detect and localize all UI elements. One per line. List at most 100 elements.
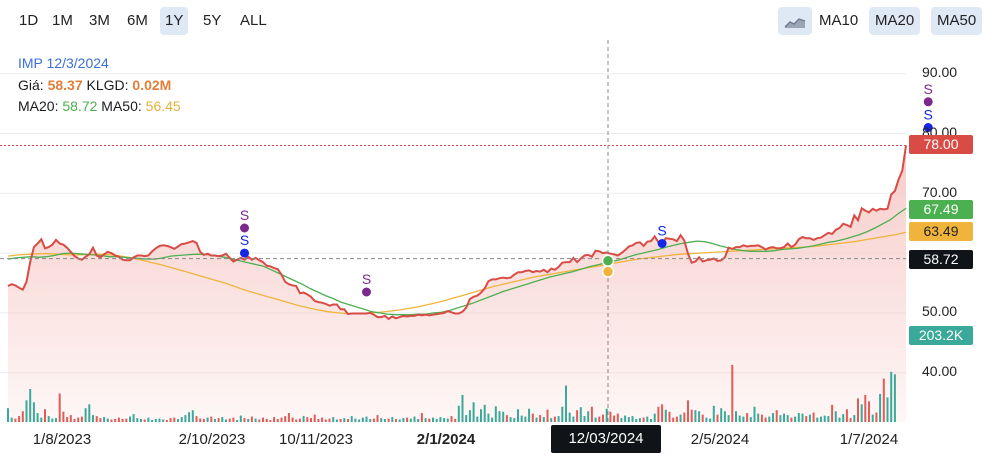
volume-bar xyxy=(188,412,191,422)
volume-bar xyxy=(509,417,512,422)
range-3m-button[interactable]: 3M xyxy=(89,12,110,29)
range-1m-button[interactable]: 1M xyxy=(52,12,73,29)
volume-bar xyxy=(687,400,689,422)
volume-bar xyxy=(254,418,257,422)
volume-bar xyxy=(583,416,586,422)
volume-bar xyxy=(794,416,797,422)
volume-label: KLGD: xyxy=(86,76,129,93)
volume-bar xyxy=(77,417,80,422)
range-1d-button[interactable]: 1D xyxy=(19,12,39,29)
volume-bar xyxy=(136,418,139,422)
volume-bar xyxy=(598,416,601,422)
volume-bar xyxy=(169,418,172,422)
volume-bar xyxy=(258,419,261,422)
volume-bar xyxy=(273,417,276,422)
volume-bar xyxy=(831,404,834,422)
range-6m-button[interactable]: 6M xyxy=(127,12,148,29)
x-date-label: 1/8/2023 xyxy=(32,431,92,448)
volume-bar xyxy=(439,417,442,422)
volume-bar xyxy=(335,419,338,422)
ma20-tag: 67.49 xyxy=(909,200,973,219)
signal-label: S xyxy=(924,107,933,123)
signal-label: S xyxy=(362,271,371,287)
volume-bar xyxy=(823,415,826,422)
x-date-label: 2/5/2024 xyxy=(690,431,750,448)
volume-bar xyxy=(672,417,675,422)
volume-bar xyxy=(280,417,283,422)
volume-bar xyxy=(147,417,150,422)
volume-bar xyxy=(805,416,808,422)
volume-bar xyxy=(151,420,154,422)
signal-label: S xyxy=(240,207,249,223)
volume-bar xyxy=(402,418,405,422)
volume-bar xyxy=(779,415,782,422)
volume-bar xyxy=(125,418,128,422)
volume-bar xyxy=(262,417,264,422)
volume-bar xyxy=(14,418,17,422)
volume-bar xyxy=(890,371,893,422)
volume-bar xyxy=(834,411,837,422)
volume-bar xyxy=(84,408,87,422)
volume-bar xyxy=(845,409,848,422)
volume-bar xyxy=(191,410,194,422)
volume-bar xyxy=(517,409,519,422)
volume-bar xyxy=(635,419,638,422)
volume-bar xyxy=(727,415,730,422)
volume-bar xyxy=(472,402,475,422)
volume-bar xyxy=(225,419,227,422)
volume-bar xyxy=(132,414,135,422)
volume-bar xyxy=(587,411,590,422)
volume-bar xyxy=(99,418,102,422)
range-1y-button[interactable]: 1Y xyxy=(160,7,189,35)
volume-bar xyxy=(542,417,545,422)
volume-bar xyxy=(114,419,117,422)
volume-bar xyxy=(505,415,508,422)
ma50-toggle-button[interactable]: MA50 xyxy=(931,7,983,35)
volume-bar xyxy=(857,398,859,422)
volume-bar xyxy=(827,416,830,422)
volume-bar xyxy=(605,408,608,422)
x-date-label-bold: 2/1/2024 xyxy=(416,431,476,448)
volume-bar xyxy=(875,412,878,422)
volume-bar xyxy=(409,418,412,422)
ma20-toggle-button[interactable]: MA20 xyxy=(869,7,921,35)
volume-bar xyxy=(735,411,737,422)
volume-bar xyxy=(302,416,305,422)
area-chart-toggle-button[interactable] xyxy=(778,7,812,35)
volume-bar xyxy=(210,416,213,422)
ma-line: MA20: 58.72 MA50: 56.45 xyxy=(18,96,181,118)
volume-bar xyxy=(753,406,756,422)
volume-bar xyxy=(69,415,72,422)
volume-bar xyxy=(483,404,486,422)
volume-bar xyxy=(51,418,54,422)
ma10-toggle-button[interactable]: MA10 xyxy=(819,12,859,29)
volume-bar xyxy=(524,416,527,422)
x-date-label: 2/10/2023 xyxy=(178,431,246,448)
signal-dot xyxy=(240,248,249,258)
range-all-button[interactable]: ALL xyxy=(240,12,267,29)
ma50-label: MA50: xyxy=(101,98,142,114)
volume-bar xyxy=(298,418,301,422)
volume-bar xyxy=(446,418,449,422)
volume-bar xyxy=(143,419,146,422)
volume-bar xyxy=(117,417,120,422)
volume-bar xyxy=(106,418,109,422)
volume-bar xyxy=(32,402,35,422)
volume-bar xyxy=(642,417,645,422)
volume-bar xyxy=(871,414,874,422)
volume-bar xyxy=(7,408,9,422)
volume-bar xyxy=(343,418,346,422)
volume-bar xyxy=(480,409,482,422)
volume-bar xyxy=(73,419,76,422)
range-5y-button[interactable]: 5Y xyxy=(203,12,222,29)
volume-bar xyxy=(661,404,664,422)
volume-bar xyxy=(683,412,686,422)
volume-bar xyxy=(624,415,627,422)
signal-label: S xyxy=(657,223,666,239)
volume-bar xyxy=(306,417,309,422)
volume-bar xyxy=(265,419,268,422)
price-line xyxy=(7,145,907,321)
volume-bar xyxy=(893,374,896,422)
price-area-fill xyxy=(8,145,906,422)
